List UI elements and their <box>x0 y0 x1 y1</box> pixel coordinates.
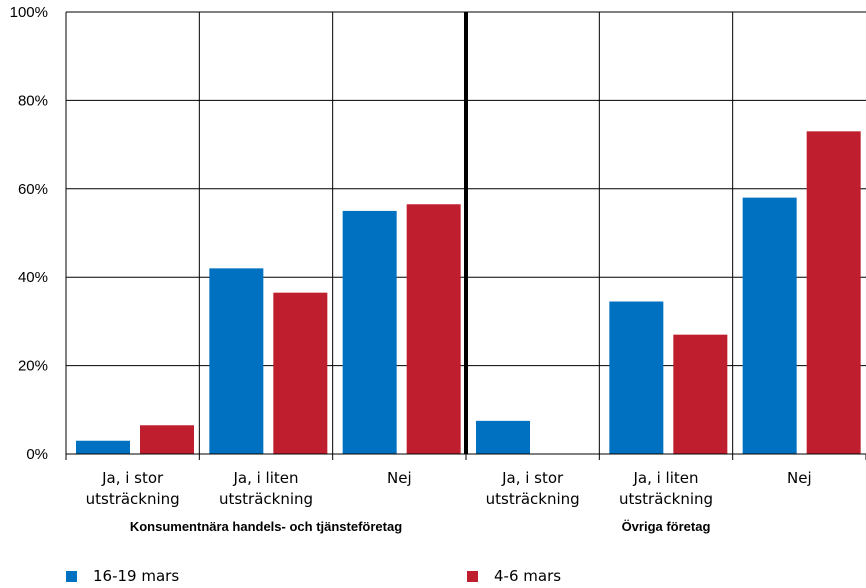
bar-series-2-cat-1 <box>140 425 194 454</box>
category-label-5-line-2: utsträckning <box>619 490 713 508</box>
category-label-6-line-1: Nej <box>787 469 812 487</box>
category-label-2-line-1: Ja, i liten <box>232 469 298 487</box>
legend-item-series-1: 16-19 mars <box>66 566 179 586</box>
group-label-2: Övriga företag <box>622 519 711 534</box>
bar-series-2-cat-3 <box>406 204 461 454</box>
y-tick-label-2: 40% <box>18 269 48 286</box>
axes <box>65 12 866 460</box>
legend-label-series-2: 4-6 mars <box>494 567 562 585</box>
bar-series-1-cat-5 <box>609 301 664 454</box>
legend-item-series-2: 4-6 mars <box>467 566 561 586</box>
category-label-1-line-1: Ja, i stor <box>101 469 164 487</box>
y-tick-label-3: 60% <box>18 181 48 198</box>
labels: 0% 20% 40% 60% 80% 100% Ja, i stor utsträckning… <box>10 4 812 534</box>
category-label-4-line-2: utsträckning <box>486 490 580 508</box>
y-tick-label-0: 0% <box>26 446 48 463</box>
legend-swatch-series-1 <box>66 570 77 582</box>
bars <box>76 131 861 454</box>
bar-series-1-cat-2 <box>209 268 264 454</box>
bar-series-1-cat-1 <box>76 440 130 454</box>
category-label-3-line-1: Nej <box>387 469 412 487</box>
group-label-1: Konsumentnära handels- och tjänsteföreta… <box>130 519 402 534</box>
category-label-5-line-1: Ja, i liten <box>632 469 698 487</box>
y-tick-label-1: 20% <box>18 358 48 375</box>
bar-series-2-cat-6 <box>806 131 861 454</box>
legend-label-series-1: 16-19 mars <box>93 567 180 585</box>
bar-series-1-cat-3 <box>342 210 397 454</box>
y-tick-label-5: 100% <box>10 4 48 21</box>
bar-series-2-cat-2 <box>273 292 328 454</box>
bar-chart: 0% 20% 40% 60% 80% 100% Ja, i stor utsträckning… <box>10 4 866 534</box>
bar-series-1-cat-4 <box>476 420 530 454</box>
category-label-2-line-2: utsträckning <box>219 490 313 508</box>
bar-series-1-cat-6 <box>742 197 797 454</box>
category-label-1-line-2: utsträckning <box>86 490 180 508</box>
category-label-4-line-1: Ja, i stor <box>501 469 564 487</box>
legend-swatch-series-2 <box>467 570 478 582</box>
y-tick-label-4: 80% <box>18 92 48 109</box>
bar-series-2-cat-5 <box>673 334 728 454</box>
